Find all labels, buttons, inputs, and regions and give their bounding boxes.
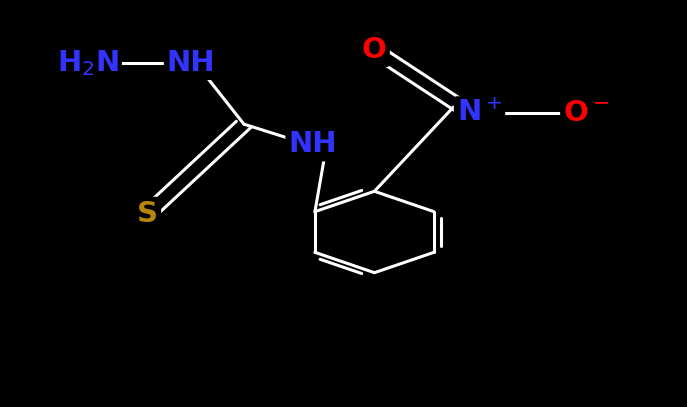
- Text: O$^-$: O$^-$: [563, 99, 609, 127]
- Text: H$_2$N: H$_2$N: [57, 48, 119, 78]
- Text: N$^+$: N$^+$: [457, 99, 502, 127]
- Text: NH: NH: [289, 131, 337, 158]
- Text: O: O: [362, 36, 387, 64]
- Text: NH: NH: [167, 49, 215, 77]
- Text: S: S: [137, 200, 158, 228]
